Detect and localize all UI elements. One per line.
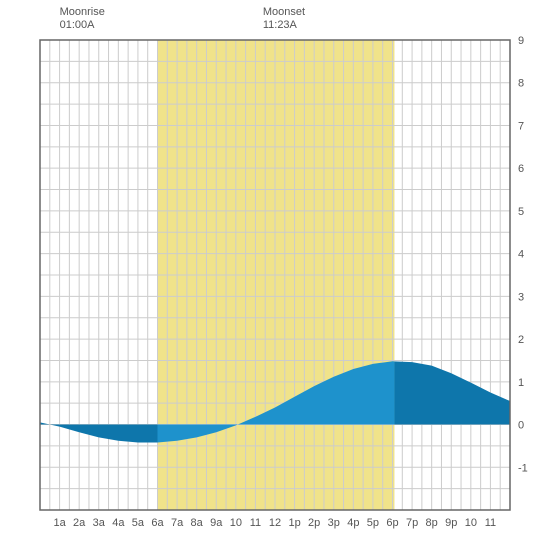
svg-text:3a: 3a [93, 517, 106, 529]
svg-text:4p: 4p [347, 517, 359, 529]
svg-text:0: 0 [518, 420, 524, 432]
svg-text:5a: 5a [132, 517, 145, 529]
svg-text:7p: 7p [406, 517, 418, 529]
tide-chart: Moonrise 01:00A Moonset 11:23A -10123456… [0, 0, 550, 550]
chart-svg: -101234567891a2a3a4a5a6a7a8a9a1011121p2p… [0, 0, 550, 550]
svg-text:4a: 4a [112, 517, 125, 529]
svg-text:1a: 1a [53, 517, 66, 529]
svg-text:11: 11 [250, 517, 261, 529]
svg-text:10: 10 [465, 517, 477, 529]
svg-text:1p: 1p [288, 517, 300, 529]
svg-text:6p: 6p [386, 517, 398, 529]
svg-text:6: 6 [518, 163, 524, 175]
svg-text:9a: 9a [210, 517, 223, 529]
svg-text:5: 5 [518, 206, 524, 218]
svg-text:3p: 3p [328, 517, 340, 529]
moonset-label: Moonset 11:23A [263, 6, 305, 32]
svg-text:9p: 9p [445, 517, 457, 529]
moonset-time: 11:23A [263, 19, 305, 32]
svg-text:2: 2 [518, 334, 524, 346]
svg-text:6a: 6a [151, 517, 164, 529]
svg-text:8a: 8a [191, 517, 204, 529]
svg-text:8p: 8p [426, 517, 438, 529]
svg-text:11: 11 [485, 517, 496, 529]
svg-text:2a: 2a [73, 517, 86, 529]
moonrise-title: Moonrise [60, 6, 105, 19]
moonrise-time: 01:00A [60, 19, 105, 32]
svg-text:8: 8 [518, 78, 524, 90]
svg-text:1: 1 [518, 377, 524, 389]
moonset-title: Moonset [263, 6, 305, 19]
svg-text:2p: 2p [308, 517, 320, 529]
svg-text:12: 12 [269, 517, 281, 529]
svg-text:5p: 5p [367, 517, 379, 529]
moonrise-label: Moonrise 01:00A [60, 6, 105, 32]
svg-text:7: 7 [518, 120, 524, 132]
svg-text:-1: -1 [518, 462, 528, 474]
svg-text:9: 9 [518, 35, 524, 47]
svg-text:10: 10 [230, 517, 242, 529]
svg-text:4: 4 [518, 249, 524, 261]
svg-text:7a: 7a [171, 517, 184, 529]
svg-text:3: 3 [518, 291, 524, 303]
